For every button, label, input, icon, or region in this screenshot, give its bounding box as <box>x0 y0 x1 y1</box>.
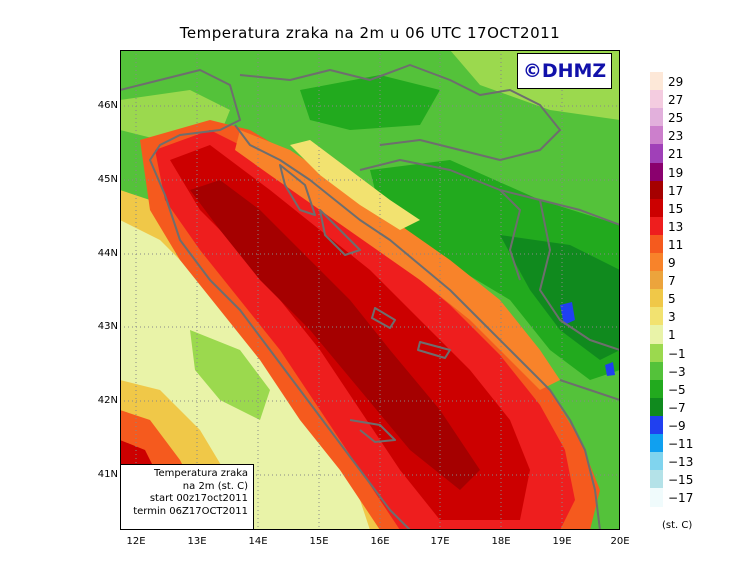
legend-swatch <box>650 72 663 91</box>
legend-label: 5 <box>668 292 676 307</box>
legend-label: −9 <box>668 418 686 433</box>
legend-label: 19 <box>668 165 684 180</box>
legend-swatch <box>650 452 663 472</box>
temperature-field <box>120 50 620 530</box>
legend-swatch <box>650 271 663 291</box>
legend-swatch <box>650 434 663 453</box>
legend-label: −5 <box>668 382 686 397</box>
legend-swatch <box>650 343 663 363</box>
info-box: Temperatura zraka na 2m (st. C) start 00… <box>120 464 254 530</box>
graticule <box>120 50 620 530</box>
lon-label: 16E <box>370 536 390 547</box>
legend-swatch <box>650 144 663 164</box>
legend-label: 23 <box>668 129 684 144</box>
lon-label: 17E <box>430 536 450 547</box>
lat-label: 45N <box>97 174 118 185</box>
coastal-zone <box>235 130 560 390</box>
legend-label: 3 <box>668 310 676 325</box>
legend-label: 27 <box>668 93 684 108</box>
lon-label: 18E <box>491 536 511 547</box>
legend-label: 7 <box>668 274 676 289</box>
legend-label: −7 <box>668 400 686 415</box>
land-zone <box>500 235 620 360</box>
copyright-label: ©DHMZ <box>517 53 612 89</box>
legend-swatch <box>650 198 663 218</box>
legend-label: −15 <box>668 473 694 488</box>
lat-label: 46N <box>97 100 118 111</box>
lat-label: 42N <box>97 395 118 406</box>
legend-label: −11 <box>668 437 694 452</box>
sea-zone <box>190 180 480 490</box>
legend-swatch <box>650 379 663 399</box>
lon-label: 15E <box>309 536 329 547</box>
legend-swatch <box>650 470 663 490</box>
lat-label: 41N <box>97 469 118 480</box>
legend-label: −1 <box>668 346 686 361</box>
legend-swatch <box>650 234 663 254</box>
legend-unit: (st. C) <box>662 520 693 531</box>
map-frame <box>120 50 620 530</box>
info-line: start 00z17oct2011 <box>149 493 248 504</box>
lon-label: 20E <box>610 536 630 547</box>
land-zone <box>300 75 440 130</box>
lon-label: 13E <box>187 536 207 547</box>
legend-swatch <box>650 307 663 327</box>
legend-label: −13 <box>668 455 694 470</box>
legend-swatch <box>650 253 663 272</box>
legend-swatch <box>650 90 663 110</box>
lon-label: 19E <box>552 536 572 547</box>
legend-swatch <box>650 216 663 236</box>
legend-label: −17 <box>668 491 694 506</box>
legend-swatch <box>650 325 663 345</box>
legend-label: 11 <box>668 237 684 252</box>
cold-spot <box>560 302 575 325</box>
legend-label: 9 <box>668 256 676 271</box>
legend-label: 29 <box>668 75 684 90</box>
legend-label: 21 <box>668 147 684 162</box>
cold-spot <box>605 362 615 376</box>
legend-swatch <box>650 397 663 417</box>
lon-label: 12E <box>126 536 146 547</box>
lat-label: 44N <box>97 248 118 259</box>
legend-swatch <box>650 488 663 508</box>
legend-swatch <box>650 126 663 146</box>
info-line: na 2m (st. C) <box>182 480 248 492</box>
info-line: termin 06Z17OCT2011 <box>133 505 248 517</box>
temperature-map <box>120 50 620 530</box>
legend-label: 1 <box>668 328 676 343</box>
lat-label: 43N <box>97 321 118 332</box>
info-line: Temperatura zraka <box>154 468 248 479</box>
coastlines <box>120 64 620 530</box>
map-title: Temperatura zraka na 2m u 06 UTC 17OCT20… <box>179 24 561 42</box>
coastal-zone <box>290 140 420 230</box>
legend-swatch <box>650 289 663 309</box>
legend-swatch <box>650 108 663 128</box>
legend-label: −3 <box>668 364 686 379</box>
lon-label: 14E <box>248 536 268 547</box>
land-zone <box>190 330 270 420</box>
legend-label: 15 <box>668 201 684 216</box>
legend-swatch <box>650 415 663 435</box>
legend-swatch <box>650 162 663 182</box>
legend-swatch <box>650 180 663 200</box>
legend-swatch <box>650 361 663 381</box>
legend-label: 13 <box>668 219 684 234</box>
legend-label: 25 <box>668 111 684 126</box>
legend-label: 17 <box>668 183 684 198</box>
